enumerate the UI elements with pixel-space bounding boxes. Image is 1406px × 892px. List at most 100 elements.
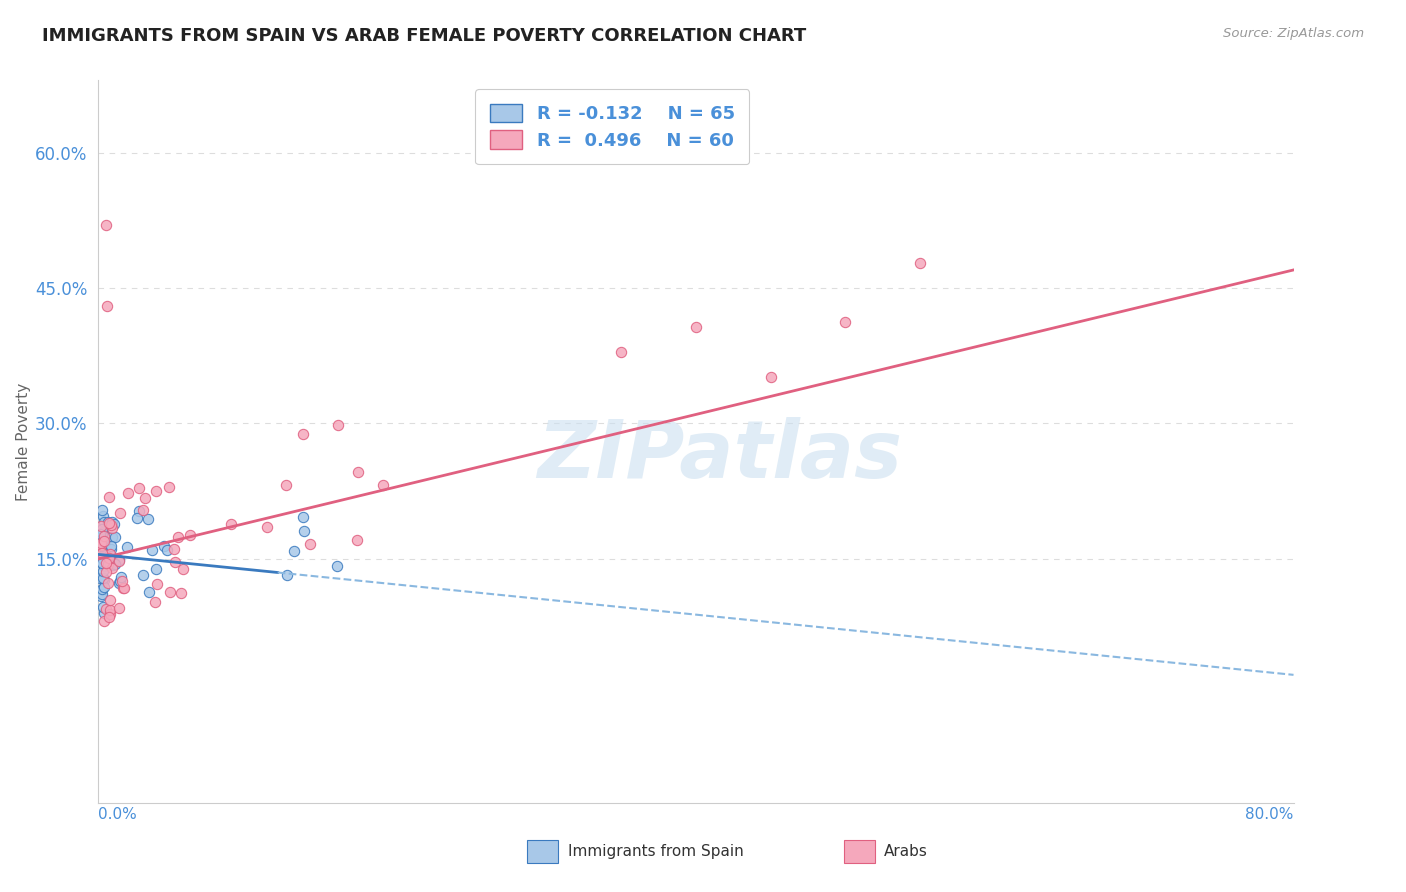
Bar <box>527 840 558 863</box>
Point <box>115 540 138 554</box>
Point <box>90 589 112 603</box>
Point <box>328 418 350 433</box>
Text: ZIPatlas: ZIPatlas <box>537 417 903 495</box>
Bar <box>844 840 875 863</box>
Text: Arabs: Arabs <box>884 844 928 859</box>
Point <box>101 521 124 535</box>
Point <box>143 595 166 609</box>
Point <box>111 581 134 595</box>
Point <box>172 562 194 576</box>
Point <box>94 557 117 571</box>
Point <box>90 555 112 569</box>
Point <box>100 518 122 533</box>
Point <box>108 575 131 590</box>
Point <box>91 552 114 566</box>
Point <box>90 522 112 536</box>
Point <box>93 534 115 549</box>
Point <box>104 530 127 544</box>
Point <box>117 485 139 500</box>
Point <box>94 218 117 232</box>
Point <box>93 547 115 561</box>
Point <box>159 584 181 599</box>
Point <box>128 504 150 518</box>
Point <box>91 502 114 516</box>
Point <box>98 558 121 573</box>
Point <box>93 573 115 587</box>
Point <box>759 369 782 384</box>
Point <box>179 528 201 542</box>
Point <box>94 555 117 569</box>
Point <box>908 256 931 270</box>
Point <box>132 502 155 516</box>
Point <box>93 580 115 594</box>
Point <box>98 607 121 622</box>
Point <box>93 539 115 553</box>
Point <box>90 518 112 533</box>
Point <box>108 553 131 567</box>
Point <box>146 576 169 591</box>
Point <box>101 515 124 529</box>
Point <box>97 515 120 529</box>
Point <box>93 535 115 549</box>
Point <box>292 509 315 524</box>
Point <box>108 506 131 520</box>
Point <box>292 426 315 441</box>
Point <box>153 539 176 553</box>
Point <box>101 555 124 569</box>
Point <box>91 508 114 523</box>
Point <box>100 542 122 557</box>
Point <box>98 490 121 504</box>
Point <box>219 517 242 532</box>
Point <box>90 535 112 549</box>
Point <box>97 557 120 571</box>
Point <box>298 537 321 551</box>
Point <box>371 477 394 491</box>
Point <box>97 610 120 624</box>
Text: IMMIGRANTS FROM SPAIN VS ARAB FEMALE POVERTY CORRELATION CHART: IMMIGRANTS FROM SPAIN VS ARAB FEMALE POV… <box>42 27 807 45</box>
Point <box>155 543 177 558</box>
Point <box>91 546 114 560</box>
Point <box>97 550 120 565</box>
Point <box>163 541 186 556</box>
Point <box>108 574 131 588</box>
Point <box>90 539 112 553</box>
Point <box>91 527 114 541</box>
Point <box>90 526 112 541</box>
Point <box>159 480 181 494</box>
Point <box>94 565 117 579</box>
Point <box>834 315 856 329</box>
Point <box>111 574 134 588</box>
Point <box>170 586 193 600</box>
Point <box>93 551 115 566</box>
Legend: R = -0.132    N = 65, R =  0.496    N = 60: R = -0.132 N = 65, R = 0.496 N = 60 <box>475 89 749 164</box>
Point <box>100 603 122 617</box>
Point <box>108 554 131 568</box>
Point <box>91 551 114 566</box>
Point <box>91 587 114 601</box>
Point <box>93 529 115 543</box>
Point <box>110 570 132 584</box>
Point <box>98 516 121 531</box>
Point <box>136 512 159 526</box>
Text: Source: ZipAtlas.com: Source: ZipAtlas.com <box>1223 27 1364 40</box>
Point <box>96 299 118 313</box>
Text: 0.0%: 0.0% <box>98 807 138 822</box>
Point <box>98 592 121 607</box>
Point <box>134 491 156 505</box>
Point <box>93 606 115 620</box>
Point <box>90 536 112 550</box>
Point <box>256 520 278 534</box>
Point <box>91 524 114 539</box>
Point <box>93 614 115 628</box>
Point <box>93 516 115 530</box>
Point <box>103 516 125 531</box>
Point <box>138 585 160 599</box>
Point <box>94 601 117 615</box>
Point <box>276 568 298 582</box>
Point <box>346 465 368 479</box>
Point <box>101 530 124 544</box>
Point <box>100 539 122 553</box>
Point <box>91 582 114 597</box>
Point <box>90 527 112 541</box>
Point <box>91 600 114 615</box>
